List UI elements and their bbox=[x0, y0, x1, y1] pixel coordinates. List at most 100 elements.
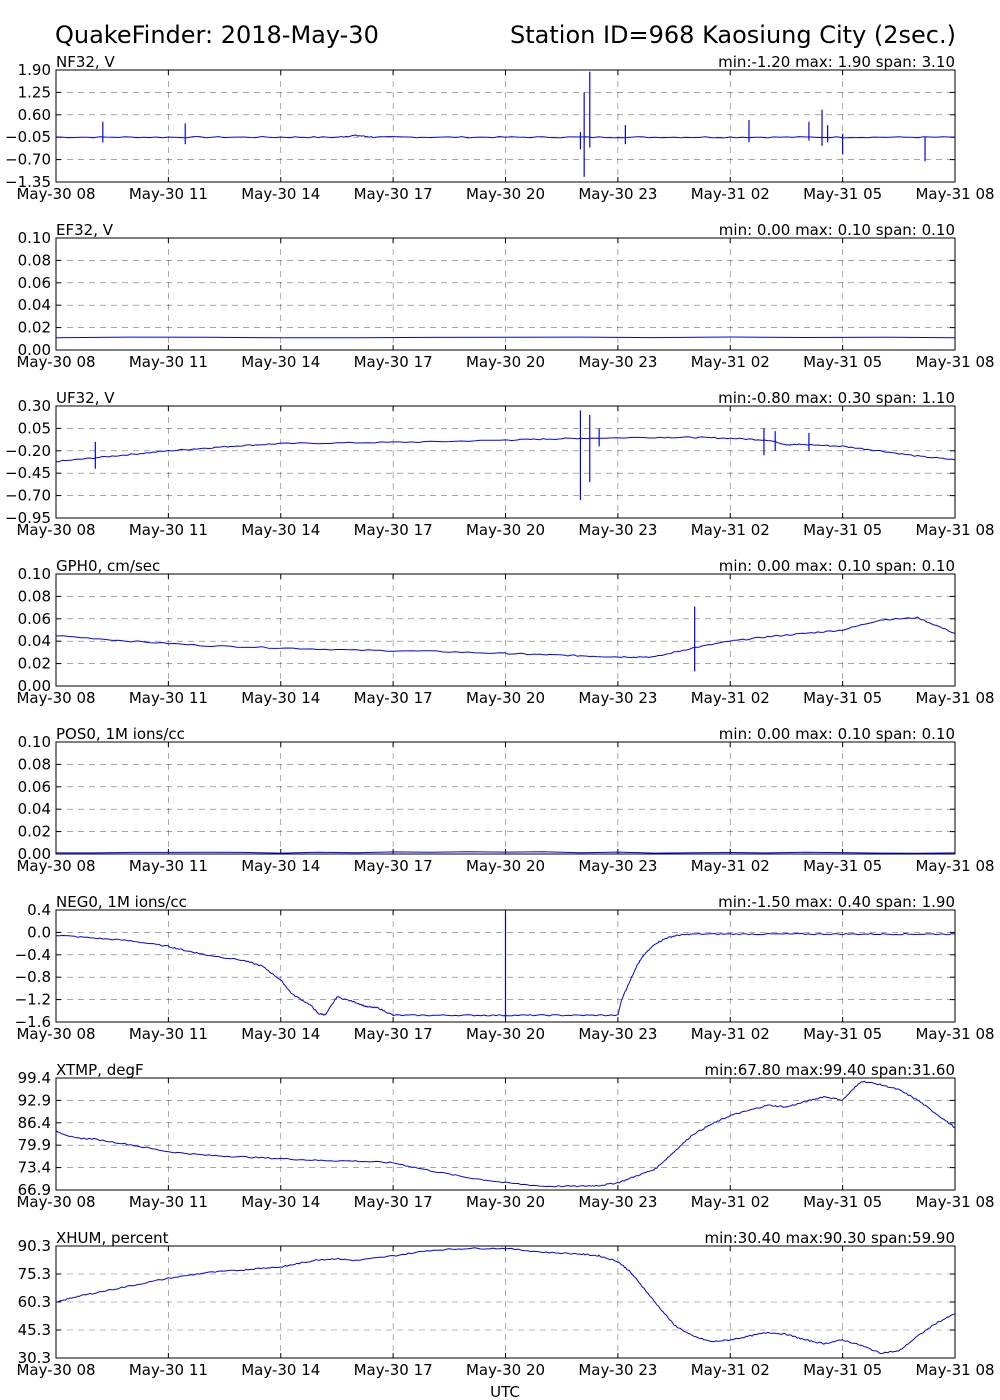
x-tick-label: May-30 17 bbox=[354, 185, 433, 203]
plot-frame bbox=[55, 1077, 956, 1191]
y-tick-label: −0.95 bbox=[5, 509, 51, 527]
x-tick-label: May-31 08 bbox=[915, 689, 994, 707]
title-right: Station ID=968 Kaosiung City (2sec.) bbox=[510, 21, 956, 49]
x-tick-label: May-30 08 bbox=[16, 1193, 95, 1211]
x-tick-label: May-31 05 bbox=[803, 353, 882, 371]
panel-stats: min: 0.00 max: 0.10 span: 0.10 bbox=[719, 557, 955, 575]
plot-frame bbox=[55, 1245, 956, 1359]
y-tick-label: 30.3 bbox=[18, 1349, 51, 1367]
x-tick-label: May-31 05 bbox=[803, 185, 882, 203]
y-tick-label: 0.0 bbox=[27, 923, 51, 941]
x-tick-label: May-30 23 bbox=[578, 1025, 657, 1043]
x-tick-label: May-30 11 bbox=[129, 521, 208, 539]
y-tick-label: 0.08 bbox=[18, 587, 51, 605]
y-tick-label: −0.05 bbox=[5, 128, 51, 146]
title-left: QuakeFinder: 2018-May-30 bbox=[55, 21, 379, 49]
y-tick-label: 79.9 bbox=[18, 1136, 51, 1154]
x-tick-label: May-30 08 bbox=[16, 1361, 95, 1379]
x-tick-label: May-31 02 bbox=[691, 1361, 770, 1379]
x-tick-label: May-30 14 bbox=[241, 1361, 320, 1379]
x-tick-label: May-30 20 bbox=[466, 1025, 545, 1043]
panel-name: XTMP, degF bbox=[56, 1061, 144, 1079]
x-tick-label: May-30 17 bbox=[354, 689, 433, 707]
x-tick-label: May-30 23 bbox=[578, 1193, 657, 1211]
x-tick-label: May-30 20 bbox=[466, 353, 545, 371]
x-tick-label: May-30 17 bbox=[354, 1361, 433, 1379]
y-tick-label: 0.60 bbox=[18, 106, 51, 124]
y-tick-label: −0.70 bbox=[5, 487, 51, 505]
x-tick-label: May-30 11 bbox=[129, 1361, 208, 1379]
x-tick-label: May-30 17 bbox=[354, 353, 433, 371]
plot-frame bbox=[55, 237, 956, 351]
x-tick-label: May-30 08 bbox=[16, 1025, 95, 1043]
x-tick-label: May-30 17 bbox=[354, 1193, 433, 1211]
x-tick-label: May-30 20 bbox=[466, 857, 545, 875]
x-tick-label: May-31 02 bbox=[691, 521, 770, 539]
y-tick-label: 45.3 bbox=[18, 1321, 51, 1339]
x-tick-label: May-30 14 bbox=[241, 857, 320, 875]
y-tick-label: 73.4 bbox=[18, 1159, 51, 1177]
panel-name: NF32, V bbox=[56, 53, 115, 71]
x-tick-label: May-31 08 bbox=[915, 1361, 994, 1379]
y-tick-label: 0.02 bbox=[18, 655, 51, 673]
x-tick-label: May-31 08 bbox=[915, 1025, 994, 1043]
series-line-ef32 bbox=[55, 336, 956, 339]
series-line-neg0 bbox=[56, 932, 956, 1017]
y-tick-label: 0.06 bbox=[18, 610, 51, 628]
x-tick-label: May-30 23 bbox=[578, 689, 657, 707]
y-tick-label: 1.25 bbox=[18, 83, 51, 101]
x-tick-label: May-31 05 bbox=[803, 1361, 882, 1379]
x-tick-label: May-30 17 bbox=[354, 857, 433, 875]
x-tick-label: May-30 14 bbox=[241, 689, 320, 707]
x-tick-label: May-31 05 bbox=[803, 521, 882, 539]
panel-stats: min: 0.00 max: 0.10 span: 0.10 bbox=[719, 221, 955, 239]
x-tick-label: May-30 08 bbox=[16, 521, 95, 539]
x-tick-label: May-30 20 bbox=[466, 689, 545, 707]
y-tick-label: 0.06 bbox=[18, 778, 51, 796]
panel-name: NEG0, 1M ions/cc bbox=[56, 893, 187, 911]
panel-stats: min:67.80 max:99.40 span:31.60 bbox=[704, 1061, 955, 1079]
panel-name: POS0, 1M ions/cc bbox=[56, 725, 185, 743]
plot-frame bbox=[55, 69, 956, 183]
x-tick-label: May-31 05 bbox=[803, 1025, 882, 1043]
x-tick-label: May-30 23 bbox=[578, 521, 657, 539]
y-tick-label: 0.30 bbox=[18, 397, 51, 415]
y-tick-label: 92.9 bbox=[18, 1091, 51, 1109]
x-tick-label: May-31 02 bbox=[691, 185, 770, 203]
plot-frame bbox=[55, 405, 956, 519]
y-tick-label: 0.08 bbox=[18, 755, 51, 773]
y-tick-label: 0.10 bbox=[18, 565, 51, 583]
y-tick-label: 0.06 bbox=[18, 274, 51, 292]
y-tick-label: 0.05 bbox=[18, 419, 51, 437]
x-tick-label: May-30 20 bbox=[466, 185, 545, 203]
y-tick-label: 0.04 bbox=[18, 800, 51, 818]
x-tick-label: May-30 11 bbox=[129, 857, 208, 875]
y-tick-label: −0.20 bbox=[5, 442, 51, 460]
panel-name: GPH0, cm/sec bbox=[56, 557, 160, 575]
plot-frame bbox=[55, 741, 956, 855]
panel-name: EF32, V bbox=[56, 221, 114, 239]
y-tick-label: 0.02 bbox=[18, 823, 51, 841]
x-tick-label: May-30 20 bbox=[466, 521, 545, 539]
x-tick-label: May-30 14 bbox=[241, 353, 320, 371]
y-tick-label: 86.4 bbox=[18, 1114, 51, 1132]
x-tick-label: May-30 11 bbox=[129, 689, 208, 707]
y-tick-label: 0.10 bbox=[18, 229, 51, 247]
x-tick-label: May-30 17 bbox=[354, 521, 433, 539]
x-tick-label: May-30 23 bbox=[578, 1361, 657, 1379]
x-tick-label: May-30 08 bbox=[16, 185, 95, 203]
x-tick-label: May-30 08 bbox=[16, 689, 95, 707]
y-tick-label: 99.4 bbox=[18, 1069, 51, 1087]
x-tick-label: May-30 20 bbox=[466, 1193, 545, 1211]
y-tick-label: −0.70 bbox=[5, 151, 51, 169]
x-tick-label: May-30 11 bbox=[129, 185, 208, 203]
x-tick-label: May-31 08 bbox=[915, 857, 994, 875]
series-line-pos0 bbox=[56, 851, 956, 854]
y-tick-label: −1.6 bbox=[15, 1013, 51, 1031]
plot-frame bbox=[55, 573, 956, 687]
